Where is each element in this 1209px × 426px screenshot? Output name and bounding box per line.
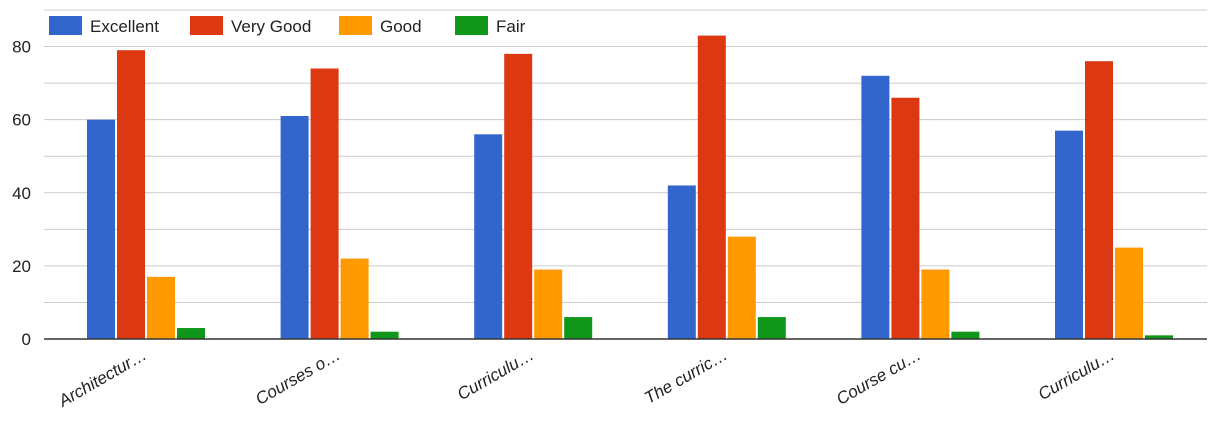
legend-item-good[interactable]: Good <box>339 16 422 36</box>
bar-very-good[interactable] <box>891 97 920 339</box>
legend-swatch <box>339 16 372 35</box>
x-axis-labels: Architectur… Courses o… Curriculu… The curr… <box>55 345 1118 411</box>
bar-excellent[interactable] <box>280 116 309 339</box>
bar-fair[interactable] <box>564 317 593 339</box>
bar-very-good[interactable] <box>697 35 726 339</box>
bar-very-good[interactable] <box>117 50 145 339</box>
bar-good[interactable] <box>921 269 950 339</box>
legend-label: Very Good <box>231 17 311 36</box>
x-category-label: Courses o… <box>252 345 343 409</box>
bar-very-good[interactable] <box>310 68 339 339</box>
legend-item-fair[interactable]: Fair <box>455 16 526 36</box>
bar-good[interactable] <box>1115 247 1143 339</box>
bar-good[interactable] <box>340 258 369 339</box>
y-tick-label: 40 <box>12 184 31 203</box>
bar-excellent[interactable] <box>87 119 115 340</box>
bar-very-good[interactable] <box>1085 61 1113 340</box>
x-category-label: The curric… <box>641 345 731 408</box>
bar-good[interactable] <box>727 236 756 339</box>
y-tick-label: 0 <box>22 330 31 349</box>
bar-fair[interactable] <box>1145 335 1173 339</box>
y-tick-label: 80 <box>12 38 31 57</box>
legend-swatch <box>49 16 82 35</box>
bar-fair[interactable] <box>951 331 980 339</box>
bar-excellent[interactable] <box>861 75 890 340</box>
legend-item-excellent[interactable]: Excellent <box>49 16 159 36</box>
bar-fair[interactable] <box>370 331 399 339</box>
bar-excellent[interactable] <box>474 134 503 339</box>
y-tick-label: 20 <box>12 257 31 276</box>
bar-excellent[interactable] <box>667 185 696 339</box>
bar-fair[interactable] <box>177 328 205 339</box>
legend-label: Excellent <box>90 17 159 36</box>
bar-very-good[interactable] <box>504 53 533 339</box>
bar-fair[interactable] <box>757 317 786 339</box>
legend[interactable]: Excellent Very Good Good Fair <box>49 16 526 36</box>
bar-good[interactable] <box>147 276 175 339</box>
x-category-label: Course cu… <box>833 345 924 409</box>
x-category-label: Architectur… <box>55 345 150 411</box>
y-tick-label: 60 <box>12 111 31 130</box>
bar-good[interactable] <box>534 269 563 339</box>
bar-excellent[interactable] <box>1055 130 1083 339</box>
legend-swatch <box>455 16 488 35</box>
legend-label: Good <box>380 17 422 36</box>
x-category-label: Curriculu… <box>454 345 537 404</box>
legend-label: Fair <box>496 17 526 36</box>
y-axis-ticks: 0 20 40 60 80 <box>12 38 31 349</box>
bars <box>87 35 1173 340</box>
legend-swatch <box>190 16 223 35</box>
legend-item-very-good[interactable]: Very Good <box>190 16 311 36</box>
x-category-label: Curriculu… <box>1035 345 1118 404</box>
grid-lines <box>44 9 1207 303</box>
